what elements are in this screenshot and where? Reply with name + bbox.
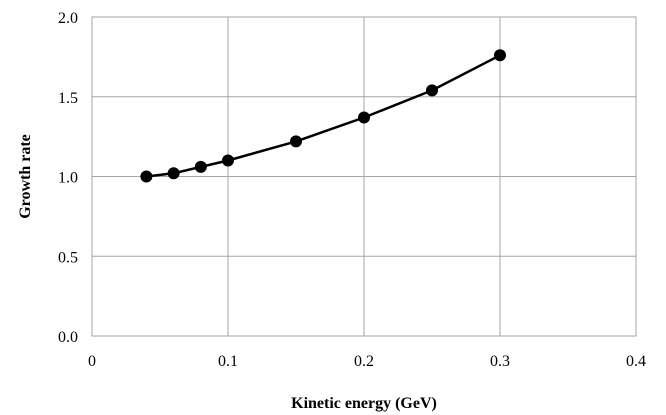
data-point <box>290 135 302 148</box>
data-point <box>167 167 180 180</box>
data-point <box>426 84 438 97</box>
x-tick-label: 0.2 <box>354 353 374 370</box>
y-axis-title: Growth rate <box>17 134 34 219</box>
plot-frame <box>91 16 637 337</box>
y-tick-label: 2.0 <box>58 10 78 27</box>
x-tick-label: 0.4 <box>626 353 646 370</box>
x-tick-label: 0.3 <box>490 353 510 370</box>
data-point <box>194 160 207 173</box>
y-tick-label: 0.5 <box>58 249 78 266</box>
x-tick-label: 0 <box>88 353 96 370</box>
y-tick-label: 1.5 <box>58 90 78 107</box>
data-point <box>140 170 153 183</box>
x-axis-title: Kinetic energy (GeV) <box>291 395 437 412</box>
x-tick-label: 0.1 <box>218 353 238 370</box>
data-point <box>222 154 234 167</box>
data-point <box>358 111 370 124</box>
data-point <box>494 49 506 62</box>
series-points <box>140 49 506 183</box>
y-tick-label: 0.0 <box>58 329 78 346</box>
y-tick-label: 1.0 <box>58 170 78 187</box>
tick-labels: 0.0 0.5 1.0 1.5 2.0 0 0.1 0.2 0.3 0.4 <box>58 10 646 370</box>
